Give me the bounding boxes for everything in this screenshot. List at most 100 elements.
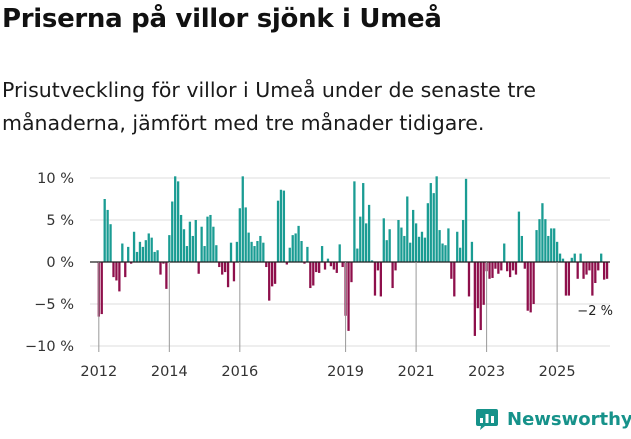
bar <box>467 262 471 297</box>
annotations: −2 % <box>577 304 613 319</box>
chart-title: Priserna på villor sjönk i Umeå <box>2 4 442 34</box>
bar <box>138 241 142 262</box>
bar <box>335 262 338 273</box>
bar <box>447 228 450 262</box>
bar <box>250 241 253 262</box>
bar <box>461 220 465 262</box>
bar <box>132 231 136 262</box>
bar <box>156 250 159 262</box>
bar <box>259 235 262 262</box>
x-tick-label: 2012 <box>80 364 117 380</box>
bar <box>550 228 553 262</box>
bar <box>435 176 438 262</box>
bar <box>329 262 333 267</box>
bar <box>256 241 259 262</box>
bar <box>547 235 550 262</box>
bar <box>561 258 565 262</box>
bar <box>473 262 476 336</box>
bar <box>432 193 435 262</box>
bar <box>532 262 535 304</box>
bar <box>456 231 459 262</box>
bar <box>514 262 518 275</box>
bar <box>373 262 377 296</box>
bar <box>262 242 265 262</box>
bar <box>197 262 200 274</box>
bar <box>338 244 341 262</box>
bar <box>341 262 344 268</box>
bar <box>144 240 147 262</box>
bar <box>271 262 274 287</box>
bar <box>176 181 180 262</box>
bar <box>464 178 468 262</box>
bar <box>191 235 194 262</box>
bar <box>109 224 112 262</box>
bar <box>600 253 603 262</box>
bar <box>224 262 227 273</box>
bar <box>367 204 371 262</box>
bar <box>459 247 462 262</box>
bar <box>226 262 230 288</box>
bar <box>453 262 456 297</box>
bar <box>353 181 356 262</box>
bar <box>112 262 115 278</box>
bar <box>488 262 491 279</box>
bar <box>182 229 186 262</box>
bar <box>332 262 335 270</box>
chart-subtitle: Prisutveckling för villor i Umeå under d… <box>2 78 536 135</box>
bar <box>491 262 494 278</box>
bar <box>482 262 485 305</box>
bar <box>444 245 447 262</box>
bar <box>150 237 153 262</box>
bar <box>194 220 197 262</box>
bar <box>359 216 362 262</box>
bar <box>318 262 321 273</box>
bar <box>350 262 353 283</box>
bar <box>494 262 497 269</box>
bar <box>553 228 556 262</box>
x-tick-label: 2014 <box>151 364 188 380</box>
bar <box>326 258 330 262</box>
bar <box>362 183 365 262</box>
bar-chart: −10 % −5 % 0 % 5 % 10 % 2012 2014 2016 2019 2021 2… <box>25 171 613 380</box>
bar <box>297 225 300 262</box>
y-tick-label: 10 % <box>37 171 74 187</box>
bar <box>423 237 427 262</box>
bar <box>235 241 239 262</box>
bar <box>400 227 403 262</box>
bar <box>544 219 547 262</box>
bar <box>100 262 103 315</box>
x-tick-label: 2021 <box>398 364 435 380</box>
x-tick-label: 2016 <box>221 364 258 380</box>
bar <box>417 236 421 262</box>
bar <box>508 262 512 278</box>
bar <box>141 246 145 262</box>
bar <box>244 207 247 262</box>
bar <box>523 262 526 269</box>
bar <box>147 233 150 262</box>
bar <box>429 183 432 262</box>
bar <box>412 209 415 262</box>
bar <box>209 214 212 262</box>
bar <box>159 262 162 275</box>
bar <box>323 262 327 270</box>
bar <box>115 262 118 281</box>
bar <box>315 262 318 273</box>
grid-lines <box>90 177 610 347</box>
bar <box>605 262 609 279</box>
bar <box>388 229 391 262</box>
bar <box>558 253 562 262</box>
bar <box>103 199 106 262</box>
bar <box>300 241 303 262</box>
bar <box>238 208 241 262</box>
bar <box>121 243 124 262</box>
bar <box>188 221 192 262</box>
bar <box>232 262 236 282</box>
bar <box>476 262 479 309</box>
y-tick-label: −10 % <box>25 339 74 355</box>
bar <box>570 257 573 262</box>
bar <box>212 226 215 262</box>
bar <box>426 203 429 262</box>
bar <box>497 262 500 274</box>
bar <box>379 262 382 297</box>
y-tick-label: −5 % <box>34 297 74 313</box>
